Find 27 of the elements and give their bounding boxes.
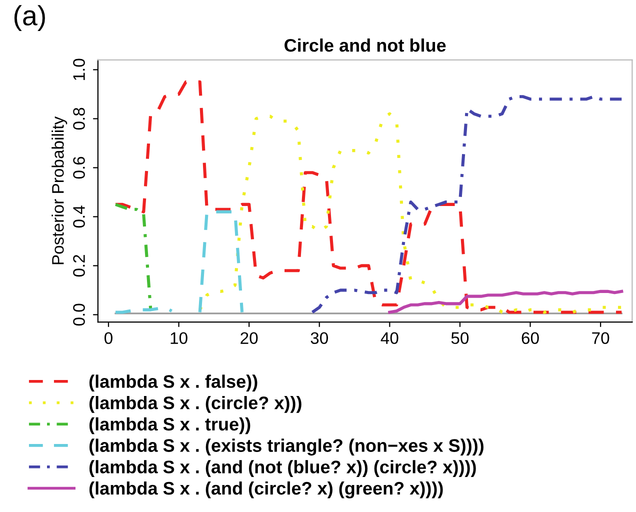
chart-title: Circle and not blue: [284, 38, 446, 52]
y-tick-label: 0.2: [73, 254, 85, 277]
x-tick-label: 60: [522, 332, 539, 344]
legend-label: (lambda S x . true)): [89, 417, 250, 434]
x-tick-label: 50: [451, 332, 469, 344]
legend-label: (lambda S x . (exists triangle? (non−xes x S)))): [89, 438, 484, 456]
x-tick-label: 20: [240, 332, 258, 344]
x-tick-label: 40: [380, 332, 398, 344]
legend-label: (lambda S x . false)): [89, 374, 258, 392]
legend-label: (lambda S x . (and (not (blue? x)) (circle? x)))): [89, 460, 476, 477]
x-tick-label: 0: [104, 332, 112, 344]
text: (a): [14, 5, 45, 31]
line-series: [114, 202, 152, 312]
y-axis-title: Posterior Probability: [52, 116, 68, 264]
x-tick-label: 30: [310, 332, 328, 344]
y-tick-label: 1.0: [73, 58, 85, 80]
line-series: [388, 290, 624, 314]
line-series: [114, 80, 624, 314]
x-tick-label: 70: [592, 332, 610, 344]
x-tick-label: 10: [170, 332, 188, 344]
y-tick-label: 0.4: [73, 206, 85, 228]
y-tick-label: 0.0: [73, 304, 85, 326]
line-series: [310, 95, 624, 314]
legend-label: (lambda S x . (and (circle? x) (green? x)))): [89, 481, 443, 498]
y-tick-label: 0.6: [73, 156, 85, 179]
legend-label: (lambda S x . (circle? x))): [89, 396, 302, 413]
y-tick-label: 0.8: [73, 108, 85, 130]
